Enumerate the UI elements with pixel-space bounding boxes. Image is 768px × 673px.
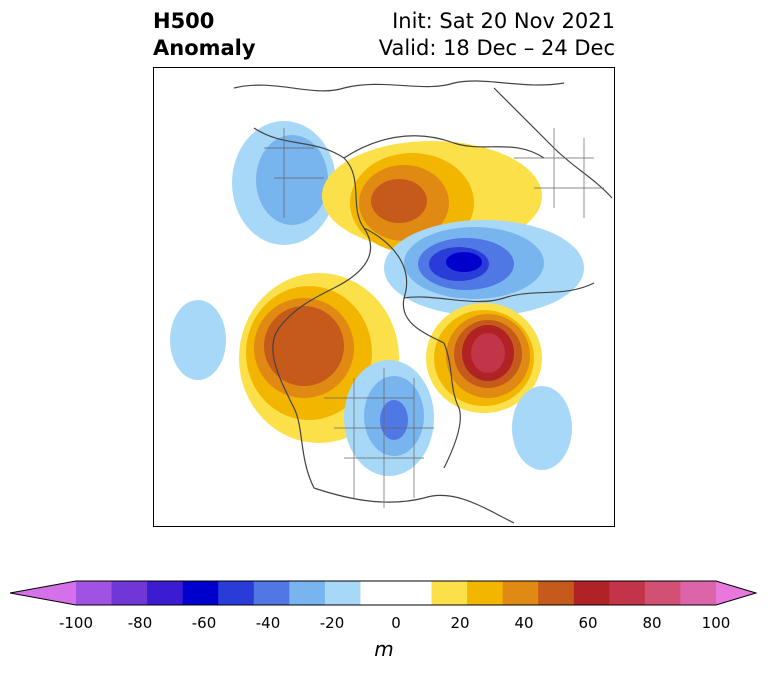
- anomaly-blob-alaska-positive: [239, 273, 399, 443]
- colorbar-bin: [680, 581, 717, 605]
- colorbar-tick-label: 20: [450, 614, 470, 632]
- valid-date-range: Valid: 18 Dec – 24 Dec: [378, 36, 615, 60]
- map-title: H500 Anomaly: [153, 8, 256, 62]
- country-borders: [264, 128, 604, 508]
- colorbar-bin: [147, 581, 184, 605]
- colorbar-tick-label: -20: [319, 614, 345, 632]
- colorbar-extend-high: [716, 581, 756, 605]
- colorbar-unit: m: [374, 637, 394, 661]
- colorbar-bin: [467, 581, 504, 605]
- colorbar-bin: [360, 581, 397, 605]
- colorbar-bin: [431, 581, 468, 605]
- colorbar-bin: [111, 581, 148, 605]
- colorbar-bin: [609, 581, 646, 605]
- map-canvas: [170, 80, 613, 524]
- colorbar-bin: [76, 581, 113, 605]
- colorbar-tick-label: 80: [642, 614, 662, 632]
- anomaly-blob-atlantic-positive: [426, 303, 542, 413]
- colorbar-tick-label: -80: [127, 614, 153, 632]
- anomaly-blob-america-negative: [344, 360, 434, 476]
- colorbar-bin: [644, 581, 681, 605]
- colorbar-bin: [502, 581, 539, 605]
- colorbar-bin: [218, 581, 255, 605]
- anomaly-blob-west-negative: [170, 300, 226, 380]
- colorbar-tick-label: -40: [255, 614, 281, 632]
- colorbar-extend-low: [10, 581, 76, 605]
- anomaly-blob-east-negative: [384, 220, 584, 316]
- colorbar-bin: [396, 581, 433, 605]
- init-date: Init: Sat 20 Nov 2021: [392, 9, 615, 33]
- colorbar-tick-label: 60: [578, 614, 598, 632]
- colorbar-bin: [573, 581, 610, 605]
- colorbar: [10, 580, 758, 606]
- colorbar-tick-label: -100: [58, 614, 94, 632]
- colorbar-bin: [289, 581, 326, 605]
- title-variable: H500: [153, 9, 215, 33]
- colorbar-tick-label: 40: [514, 614, 534, 632]
- title-field: Anomaly: [153, 36, 256, 60]
- colorbar-bin: [253, 581, 290, 605]
- colorbar-tick-label: -60: [191, 614, 217, 632]
- colorbar-bin: [324, 581, 361, 605]
- anomaly-blob-southeast-negative: [512, 386, 572, 470]
- colorbar-bin: [182, 581, 219, 605]
- colorbar-bin: [538, 581, 575, 605]
- colorbar-tick-label: 100: [701, 614, 731, 632]
- anomaly-map: [153, 67, 615, 527]
- colorbar-tick-label: 0: [391, 614, 401, 632]
- map-dates: Init: Sat 20 Nov 2021 Valid: 18 Dec – 24…: [379, 8, 615, 62]
